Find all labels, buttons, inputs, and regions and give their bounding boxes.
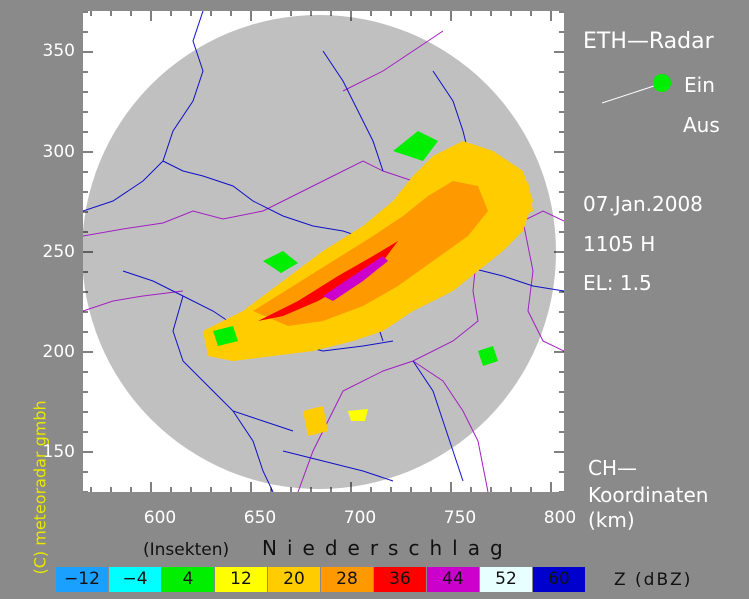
x-tick-600: 600 bbox=[143, 508, 177, 528]
radar-plot bbox=[83, 11, 564, 492]
coords-label-line1: CH— bbox=[588, 456, 638, 480]
legend-swatch-9: 52 bbox=[480, 567, 532, 592]
status-indicator bbox=[601, 74, 671, 104]
legend-swatch-10: 60 bbox=[533, 567, 585, 592]
x-tick-700: 700 bbox=[343, 508, 377, 528]
legend-unit: Z (dBZ) bbox=[614, 570, 693, 590]
status-on-dot bbox=[653, 74, 671, 92]
y-tick-300: 300 bbox=[42, 142, 75, 162]
y-tick-200: 200 bbox=[42, 342, 75, 362]
legend-swatch-2: −4 bbox=[109, 567, 161, 592]
radar-map bbox=[83, 11, 564, 492]
legend-insects-caption: (Insekten) bbox=[143, 540, 230, 560]
date-label: 07.Jan.2008 bbox=[583, 192, 703, 216]
x-tick-800: 800 bbox=[543, 508, 577, 528]
elevation-label: EL: 1.5 bbox=[583, 271, 652, 295]
legend-swatch-1: −12 bbox=[56, 567, 108, 592]
radar-title: ETH—Radar bbox=[583, 29, 714, 54]
x-tick-750: 750 bbox=[443, 508, 477, 528]
y-tick-250: 250 bbox=[42, 242, 75, 262]
y-tick-350: 350 bbox=[42, 41, 75, 61]
legend-swatch-7: 36 bbox=[374, 567, 426, 592]
legend-swatch-3: 4 bbox=[162, 567, 214, 592]
status-off-label: Aus bbox=[683, 113, 720, 137]
status-on-label: Ein bbox=[684, 73, 715, 97]
y-tick-150: 150 bbox=[42, 442, 75, 462]
radar-range-disc bbox=[83, 15, 556, 489]
status-pointer-line bbox=[601, 83, 661, 104]
legend-swatch-5: 20 bbox=[268, 567, 320, 592]
legend-swatch-8: 44 bbox=[427, 567, 479, 592]
legend-precip-caption: Niederschlag bbox=[262, 536, 513, 560]
legend-swatch-4: 12 bbox=[215, 567, 267, 592]
copyright-label: (C) meteoradar gmbh bbox=[30, 400, 50, 575]
coords-label-line3: (km) bbox=[588, 508, 635, 532]
legend-swatch-6: 28 bbox=[321, 567, 373, 592]
x-tick-650: 650 bbox=[243, 508, 277, 528]
coords-label-line2: Koordinaten bbox=[588, 483, 709, 507]
time-label: 1105 H bbox=[583, 232, 656, 256]
precipitation-echoes bbox=[203, 131, 533, 436]
